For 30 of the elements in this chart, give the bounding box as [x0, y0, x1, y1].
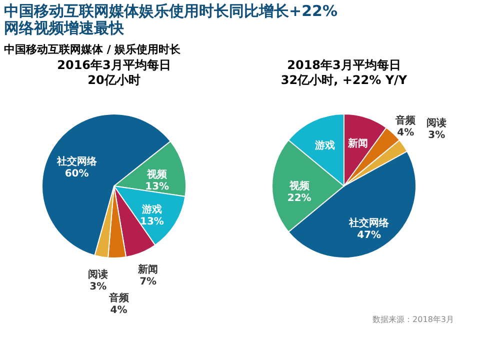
- slice-label: 视频: [146, 168, 168, 180]
- slice-label: 阅读: [426, 117, 447, 130]
- slice-label: 音频: [108, 292, 130, 304]
- data-label: 7%: [140, 276, 157, 288]
- chart-title: 2018年3月平均每日: [287, 58, 401, 72]
- data-label: 3%: [428, 130, 446, 142]
- data-label: 3%: [90, 282, 107, 293]
- slice-label: 社交网络: [348, 216, 390, 229]
- slice-label: 视频: [288, 180, 310, 192]
- text: 中国移动互联网媒体 / 娱乐使用时长: [4, 43, 182, 56]
- data-label: 47%: [357, 230, 382, 241]
- chart-subtitle: 20亿小时: [88, 73, 140, 87]
- data-label: 22%: [287, 193, 312, 204]
- data-label: 13%: [140, 216, 164, 228]
- chart-subtitle: 32亿小时, +22% Y/Y: [280, 73, 408, 87]
- data-label: 60%: [64, 168, 89, 180]
- slice-label: 社交网络: [56, 155, 98, 168]
- slice-label: 游戏: [314, 140, 335, 152]
- text: 中国移动互联网媒体娱乐使用时长同比增长+22%: [4, 2, 338, 20]
- slice-label: 游戏: [140, 204, 162, 216]
- data-label: 4%: [397, 127, 414, 138]
- slice-label: 新闻: [346, 138, 368, 150]
- slice-label: 阅读: [88, 268, 108, 281]
- slice-label: 音频: [394, 114, 417, 126]
- source-note: 数据来源：2018年3月: [372, 315, 454, 324]
- chart-title: 2016年3月平均每日: [57, 58, 171, 72]
- data-label: 4%: [110, 304, 128, 316]
- slice-label: 新闻: [137, 263, 158, 276]
- text: 网络视频增速最快: [4, 19, 125, 37]
- data-label: 13%: [145, 181, 170, 192]
